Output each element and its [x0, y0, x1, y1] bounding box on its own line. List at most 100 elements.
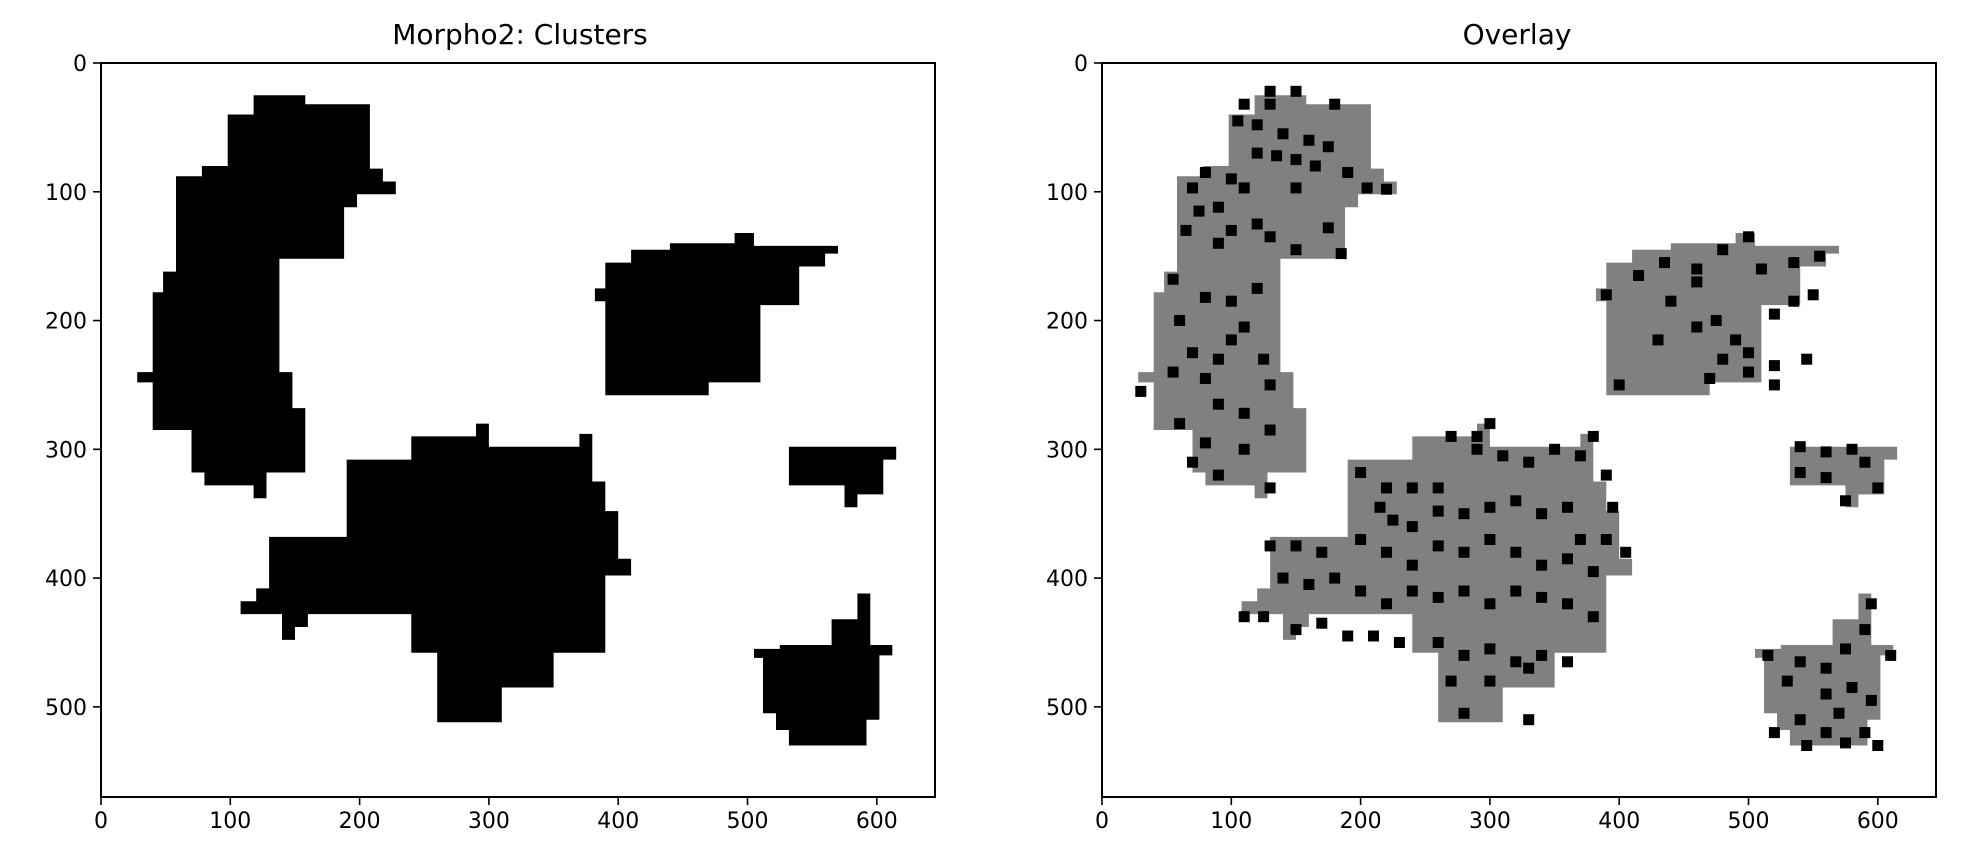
overlay-point-104	[1510, 495, 1522, 507]
overlay-point-7	[1251, 119, 1263, 131]
overlay-point-94	[1574, 450, 1586, 462]
overlay-point-60	[1717, 244, 1729, 256]
overlay-point-151	[1523, 662, 1535, 674]
overlay-point-160	[1872, 482, 1884, 494]
clusters-ytick-label-400: 400	[45, 567, 87, 592]
overlay-point-135	[1238, 611, 1250, 623]
clusters-region-3	[240, 423, 632, 723]
overlay-point-101	[1432, 505, 1444, 517]
overlay-point-48	[1238, 407, 1250, 419]
overlay-point-141	[1393, 637, 1405, 648]
overlay-point-100	[1406, 521, 1418, 533]
overlay-point-54	[1212, 469, 1224, 481]
overlay-point-128	[1432, 591, 1444, 603]
overlay-y-axis: 0 100 200 300 400 500	[1046, 52, 1102, 721]
overlay-ytick-label-300: 300	[1046, 438, 1088, 463]
overlay-point-12	[1271, 150, 1283, 162]
clusters-xtick-label-600: 600	[856, 809, 898, 834]
overlay-point-64	[1814, 250, 1826, 262]
overlay-point-55	[1264, 482, 1276, 494]
overlay-point-109	[1355, 534, 1367, 545]
overlay-point-1	[1264, 85, 1276, 97]
overlay-point-79	[1704, 373, 1716, 384]
overlay-point-2	[1290, 85, 1302, 97]
overlay-point-9	[1303, 134, 1315, 146]
overlay-point-137	[1290, 624, 1302, 636]
overlay-point-16	[1199, 167, 1211, 178]
overlay-point-164	[1840, 643, 1851, 655]
overlay-point-142	[1432, 637, 1444, 648]
overlay-ytick-label-0: 0	[1074, 52, 1088, 77]
overlay-point-81	[1613, 379, 1625, 391]
overlay-point-4	[1264, 98, 1276, 110]
clusters-ytick-label-100: 100	[45, 181, 87, 206]
overlay-point-127	[1406, 585, 1418, 597]
overlay-point-145	[1510, 656, 1522, 668]
overlay-point-3	[1238, 98, 1250, 110]
overlay-point-107	[1574, 534, 1586, 545]
overlay-xtick-label-100: 100	[1210, 809, 1252, 834]
overlay-point-171	[1768, 727, 1780, 739]
overlay-point-46	[1135, 385, 1147, 397]
overlay-point-144	[1484, 643, 1496, 655]
overlay-point-51	[1199, 437, 1211, 449]
overlay-point-113	[1458, 546, 1470, 558]
overlay-point-177	[1885, 649, 1897, 661]
overlay-point-26	[1322, 222, 1334, 234]
overlay-point-117	[1562, 553, 1573, 565]
overlay-point-32	[1335, 248, 1347, 260]
overlay-point-14	[1309, 160, 1321, 172]
overlay-point-95	[1600, 469, 1612, 481]
clusters-ytick-label-500: 500	[45, 696, 87, 721]
overlay-point-89	[1432, 482, 1444, 494]
overlay-point-88	[1406, 482, 1418, 494]
overlay-point-68	[1730, 334, 1742, 346]
clusters-panel: Morpho2: Clusters 0 100 200 300 400 500 600 0 1…	[45, 18, 936, 834]
overlay-point-99	[1387, 514, 1399, 526]
overlay-point-21	[1361, 182, 1373, 194]
overlay-point-38	[1238, 321, 1250, 333]
overlay-point-56	[1600, 289, 1612, 301]
overlay-point-43	[1167, 366, 1179, 378]
overlay-point-72	[1807, 289, 1819, 301]
overlay-point-108	[1600, 534, 1612, 545]
overlay-point-175	[1840, 737, 1851, 749]
overlay-point-161	[1762, 649, 1774, 661]
clusters-xtick-label-500: 500	[727, 809, 769, 834]
overlay-point-90	[1471, 443, 1483, 455]
overlay-ytick-label-200: 200	[1046, 310, 1088, 335]
overlay-point-53	[1187, 456, 1198, 468]
overlay-point-28	[1225, 224, 1237, 236]
overlay-point-62	[1755, 263, 1767, 275]
overlay-point-86	[1355, 467, 1367, 478]
overlay-point-13	[1290, 154, 1302, 166]
overlay-point-126	[1381, 598, 1392, 610]
overlay-point-166	[1865, 598, 1877, 610]
overlay-point-5	[1329, 98, 1341, 110]
overlay-ytick-label-400: 400	[1046, 567, 1088, 592]
overlay-point-136	[1258, 611, 1270, 623]
overlay-point-61	[1743, 231, 1754, 243]
overlay-region-1	[1138, 95, 1397, 499]
overlay-point-8	[1277, 128, 1289, 140]
overlay-point-148	[1445, 675, 1457, 687]
overlay-point-168	[1865, 694, 1877, 706]
overlay-point-124	[1329, 572, 1341, 584]
overlay-point-172	[1801, 740, 1813, 751]
overlay-point-155	[1846, 443, 1858, 455]
overlay-point-162	[1794, 656, 1806, 668]
overlay-point-77	[1801, 353, 1813, 365]
overlay-point-33	[1167, 273, 1179, 285]
overlay-point-66	[1691, 276, 1703, 288]
overlay-point-44	[1199, 373, 1211, 384]
overlay-regions	[1138, 95, 1898, 746]
overlay-point-78	[1652, 334, 1664, 346]
overlay-point-102	[1458, 508, 1470, 520]
overlay-ytick-label-100: 100	[1046, 181, 1088, 206]
overlay-point-167	[1846, 682, 1858, 693]
overlay-point-80	[1768, 379, 1780, 391]
overlay-point-110	[1381, 546, 1392, 558]
overlay-point-96	[1607, 501, 1619, 513]
overlay-frame	[1101, 62, 1937, 798]
